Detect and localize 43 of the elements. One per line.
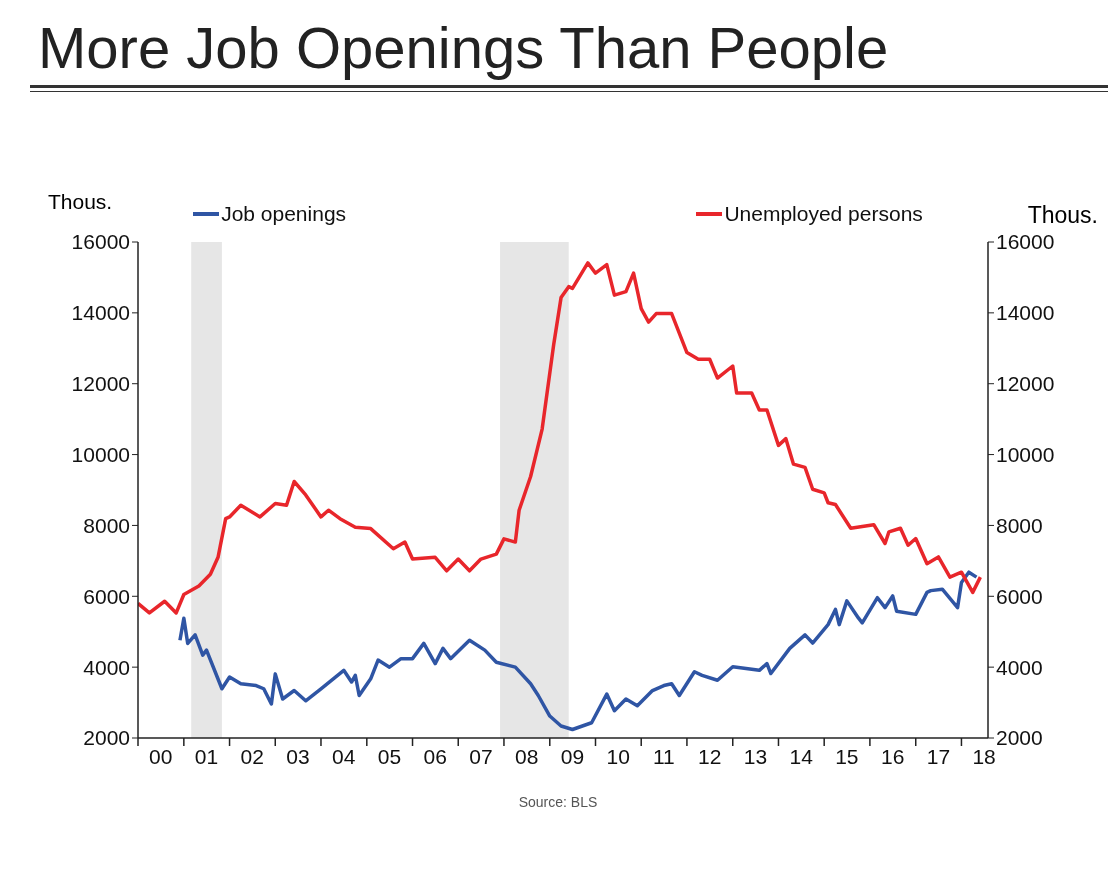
y-tick-label: 16000 xyxy=(71,230,130,254)
x-tick-label: 13 xyxy=(743,745,768,768)
y2-tick-label: 6000 xyxy=(996,584,1043,608)
y2-tick-label: 10000 xyxy=(996,443,1055,467)
x-tick-label: 11 xyxy=(652,745,675,768)
y-tick-label: 12000 xyxy=(71,372,130,396)
y2-axis-title: Thous. xyxy=(1027,202,1098,229)
x-tick-label: 08 xyxy=(515,745,539,768)
y-tick-label: 14000 xyxy=(71,301,130,325)
chart-title: More Job Openings Than People xyxy=(37,14,890,82)
y2-tick-label: 2000 xyxy=(996,726,1043,750)
y2-tick-label: 12000 xyxy=(996,372,1055,396)
x-tick-label: 12 xyxy=(698,745,722,768)
y-tick-label: 2000 xyxy=(83,726,130,750)
y-tick-label: 4000 xyxy=(83,655,130,679)
x-tick-label: 02 xyxy=(240,745,264,768)
x-tick-label: 17 xyxy=(926,745,951,768)
x-tick-label: 15 xyxy=(835,745,859,768)
y-tick-label: 8000 xyxy=(83,513,130,537)
line-series xyxy=(178,570,979,732)
x-tick-label: 18 xyxy=(972,745,996,768)
x-tick-label: 10 xyxy=(606,745,630,768)
x-tick-label: 04 xyxy=(332,745,356,768)
y2-tick-label: 4000 xyxy=(996,655,1043,679)
y2-tick-label: 14000 xyxy=(996,301,1055,325)
x-tick-label: 03 xyxy=(286,745,310,768)
y-tick-label: 10000 xyxy=(71,443,130,467)
legend-label: Unemployed persons xyxy=(723,202,923,226)
y2-tick-label: 8000 xyxy=(996,513,1043,537)
x-tick-label: 16 xyxy=(881,745,905,768)
legend-label: Job openings xyxy=(220,202,347,226)
x-tick-label: 00 xyxy=(149,745,173,768)
x-tick-label: 05 xyxy=(377,745,402,768)
x-tick-label: 09 xyxy=(560,745,585,768)
line-series xyxy=(138,261,983,615)
source-note: Source: BLS xyxy=(517,794,599,810)
x-tick-label: 06 xyxy=(423,745,447,768)
y-tick-label: 6000 xyxy=(83,584,130,608)
y-axis-title: Thous. xyxy=(48,190,113,214)
x-tick-label: 01 xyxy=(194,745,219,768)
x-tick-label: 14 xyxy=(789,745,814,768)
x-tick-label: 07 xyxy=(469,745,493,768)
y2-tick-label: 16000 xyxy=(996,230,1055,254)
